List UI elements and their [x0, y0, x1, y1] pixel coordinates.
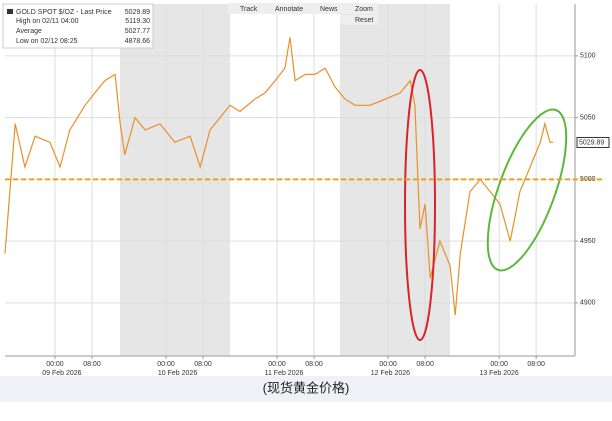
last-price-box: [576, 136, 610, 148]
legend-bg: [2, 3, 154, 49]
y-tick-label: 4900: [580, 300, 596, 307]
legend-value: 5119.30: [125, 18, 150, 25]
y-tick-label: 5100: [580, 53, 596, 60]
legend-label: Average: [16, 28, 42, 35]
y-tick-label: 5050: [580, 114, 596, 121]
last-price-label: 5029.89: [579, 139, 604, 146]
date-label: 12 Feb 2026: [371, 370, 410, 377]
toolbar-button[interactable]: Annotate: [275, 6, 303, 13]
legend-label: High on 02/11 04:00: [16, 18, 79, 25]
x-tick-label: 00:00: [268, 361, 286, 368]
toolbar-bg: [340, 15, 378, 25]
legend-box: GOLD SPOT $/OZ - Last Price 5029.89 High…: [2, 3, 154, 49]
toolbar-bg: [228, 3, 378, 14]
x-tick-label: 08:00: [194, 361, 212, 368]
legend-title: GOLD SPOT $/OZ - Last Price: [16, 9, 112, 16]
date-label: 11 Feb 2026: [265, 370, 304, 377]
legend-value: 4878.66: [125, 38, 150, 45]
grid: [5, 4, 575, 356]
x-tick-label: 08:00: [527, 361, 545, 368]
caption: (现货黄金价格): [263, 380, 350, 395]
y-tick-label: 4950: [580, 238, 596, 245]
plot: [4, 37, 554, 316]
annotation-ellipse: [404, 69, 436, 341]
x-tick-label: 00:00: [46, 361, 64, 368]
annotation-ellipse: [486, 108, 568, 272]
x-tick-label: 08:00: [83, 361, 101, 368]
x-tick-label: 00:00: [157, 361, 175, 368]
toolbar-button[interactable]: News: [320, 6, 338, 13]
toolbar-button[interactable]: Track: [240, 6, 258, 13]
x-tick-label: 00:00: [490, 361, 508, 368]
caption-bg: [0, 376, 612, 402]
date-label: 13 Feb 2026: [479, 370, 518, 377]
legend-swatch: [7, 9, 13, 14]
legend-value: 5029.89: [125, 9, 150, 16]
y-tick-label: 5000: [580, 176, 596, 183]
toolbar-button[interactable]: Zoom: [355, 6, 373, 13]
toolbar: Track Annotate News Zoom Reset: [228, 3, 378, 25]
date-label: 09 Feb 2026: [42, 370, 81, 377]
x-tick-label: 08:00: [305, 361, 323, 368]
toolbar-button[interactable]: Reset: [355, 17, 373, 24]
legend-value: 5027.77: [125, 28, 150, 35]
x-tick-label: 08:00: [416, 361, 434, 368]
price-line: [4, 37, 554, 316]
x-tick-label: 00:00: [379, 361, 397, 368]
date-label: 10 Feb 2026: [158, 370, 197, 377]
legend-label: Low on 02/12 08:25: [16, 38, 78, 45]
